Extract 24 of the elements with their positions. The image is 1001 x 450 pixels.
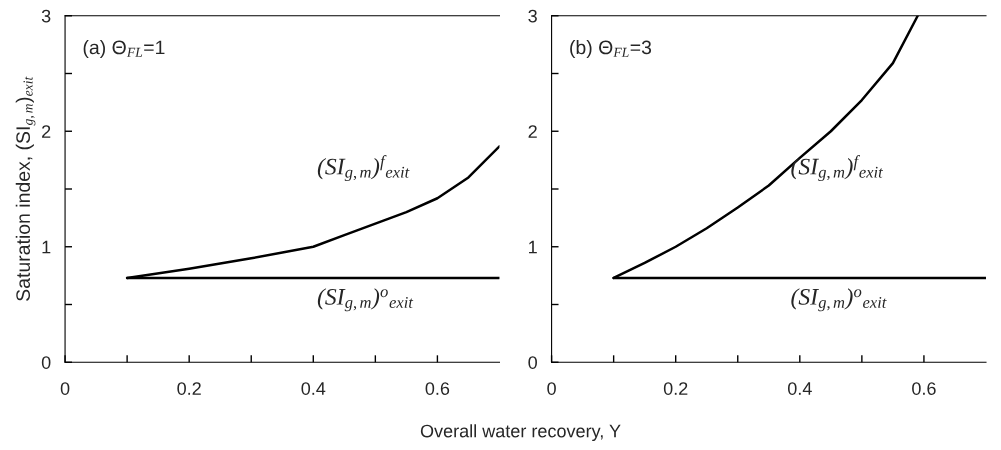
text: (a) Θ$_{FL}$=1 bbox=[83, 40, 165, 59]
x-tick-label: 0.4 bbox=[787, 382, 812, 395]
y-tick-label: 0 bbox=[41, 356, 51, 369]
y-tick-label: 0 bbox=[528, 356, 537, 369]
x-tick-label: 0.4 bbox=[301, 382, 326, 395]
x-tick-label: 0.2 bbox=[177, 382, 201, 395]
y-tick-label: 2 bbox=[42, 125, 51, 138]
x-tick-label: 0.6 bbox=[912, 382, 936, 395]
x-tick-label: 0 bbox=[60, 382, 70, 395]
x-tick-label: 0.6 bbox=[425, 382, 450, 395]
y-tick-label: 3 bbox=[41, 9, 51, 23]
y-tick-label: 1 bbox=[42, 240, 51, 254]
text: (b) Θ$_{FL}$=3 bbox=[570, 40, 652, 59]
x-tick-label: 0 bbox=[547, 382, 556, 395]
x-tick-label: 0.2 bbox=[663, 382, 688, 395]
x-axis-title: Overall water recovery, Y bbox=[420, 424, 621, 441]
y-tick-label: 2 bbox=[528, 125, 537, 138]
y-tick-label: 1 bbox=[529, 240, 537, 254]
series-label: (SI$_{g,m}$)$^{f}$$_{exit}$ bbox=[791, 155, 884, 182]
series-label: (SI$_{g,m}$)$^{o}$$_{exit}$ bbox=[791, 288, 887, 312]
series-label: (SI$_{g,m}$)$^{f}$$_{exit}$ bbox=[317, 155, 410, 182]
y-axis-title: Saturation index, (SI$_{g,m}$)$_{exit}$ bbox=[15, 76, 36, 301]
series-label: (SI$_{g,m}$)$^{o}$$_{exit}$ bbox=[317, 288, 414, 312]
y-tick-label: 3 bbox=[528, 9, 537, 23]
